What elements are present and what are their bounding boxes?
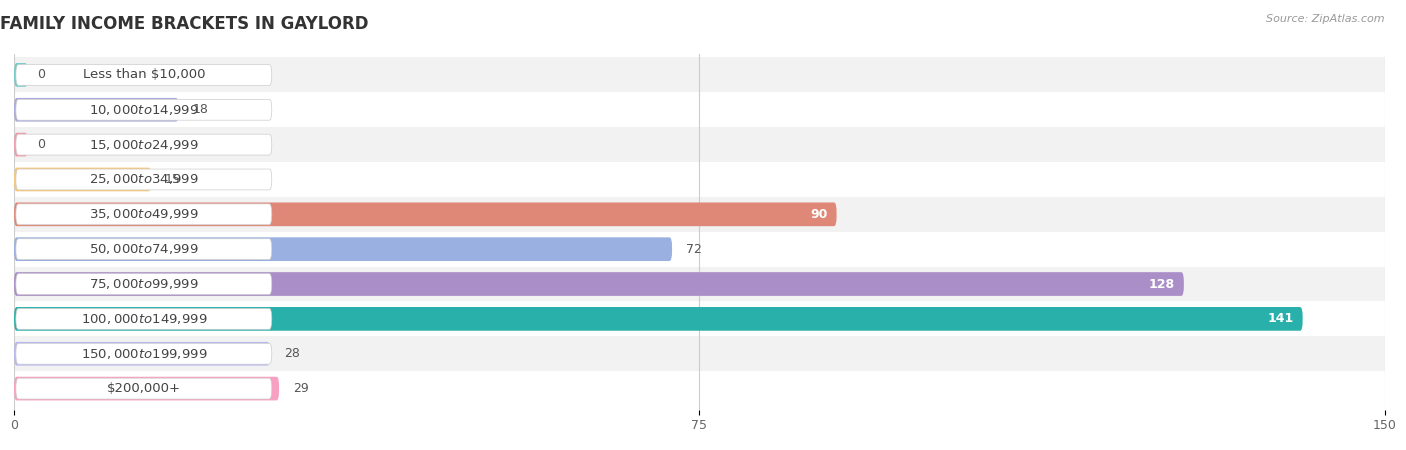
Text: $200,000+: $200,000+	[107, 382, 181, 395]
Text: FAMILY INCOME BRACKETS IN GAYLORD: FAMILY INCOME BRACKETS IN GAYLORD	[0, 15, 368, 33]
FancyBboxPatch shape	[14, 98, 179, 122]
FancyBboxPatch shape	[15, 308, 271, 329]
FancyBboxPatch shape	[14, 307, 1303, 331]
Text: $15,000 to $24,999: $15,000 to $24,999	[89, 138, 198, 152]
Text: $100,000 to $149,999: $100,000 to $149,999	[80, 312, 207, 326]
FancyBboxPatch shape	[14, 133, 28, 157]
FancyBboxPatch shape	[14, 232, 1385, 266]
FancyBboxPatch shape	[15, 99, 271, 120]
FancyBboxPatch shape	[15, 204, 271, 225]
Text: 28: 28	[284, 347, 299, 360]
Text: 18: 18	[193, 103, 208, 116]
Text: 0: 0	[37, 68, 45, 81]
FancyBboxPatch shape	[14, 92, 1385, 127]
Text: 128: 128	[1149, 278, 1175, 291]
FancyBboxPatch shape	[14, 377, 278, 400]
Text: $75,000 to $99,999: $75,000 to $99,999	[89, 277, 198, 291]
FancyBboxPatch shape	[14, 127, 1385, 162]
FancyBboxPatch shape	[14, 266, 1385, 302]
Text: 29: 29	[292, 382, 308, 395]
FancyBboxPatch shape	[14, 162, 1385, 197]
FancyBboxPatch shape	[15, 134, 271, 155]
FancyBboxPatch shape	[14, 167, 152, 191]
Text: Source: ZipAtlas.com: Source: ZipAtlas.com	[1267, 14, 1385, 23]
FancyBboxPatch shape	[14, 342, 270, 365]
Text: 0: 0	[37, 138, 45, 151]
Text: 90: 90	[810, 208, 827, 221]
Text: Less than $10,000: Less than $10,000	[83, 68, 205, 81]
FancyBboxPatch shape	[15, 239, 271, 260]
FancyBboxPatch shape	[14, 197, 1385, 232]
FancyBboxPatch shape	[15, 378, 271, 399]
Text: 141: 141	[1267, 312, 1294, 325]
FancyBboxPatch shape	[15, 64, 271, 86]
FancyBboxPatch shape	[14, 202, 837, 226]
Text: 15: 15	[165, 173, 181, 186]
Text: 72: 72	[686, 243, 702, 256]
FancyBboxPatch shape	[14, 302, 1385, 336]
Text: $150,000 to $199,999: $150,000 to $199,999	[80, 347, 207, 361]
FancyBboxPatch shape	[14, 237, 672, 261]
FancyBboxPatch shape	[15, 343, 271, 364]
FancyBboxPatch shape	[14, 63, 28, 87]
FancyBboxPatch shape	[14, 272, 1184, 296]
Text: $50,000 to $74,999: $50,000 to $74,999	[89, 242, 198, 256]
FancyBboxPatch shape	[14, 58, 1385, 92]
Text: $25,000 to $34,999: $25,000 to $34,999	[89, 172, 198, 186]
FancyBboxPatch shape	[14, 336, 1385, 371]
Text: $10,000 to $14,999: $10,000 to $14,999	[89, 103, 198, 117]
FancyBboxPatch shape	[15, 169, 271, 190]
FancyBboxPatch shape	[15, 274, 271, 294]
FancyBboxPatch shape	[14, 371, 1385, 406]
Text: $35,000 to $49,999: $35,000 to $49,999	[89, 207, 198, 221]
